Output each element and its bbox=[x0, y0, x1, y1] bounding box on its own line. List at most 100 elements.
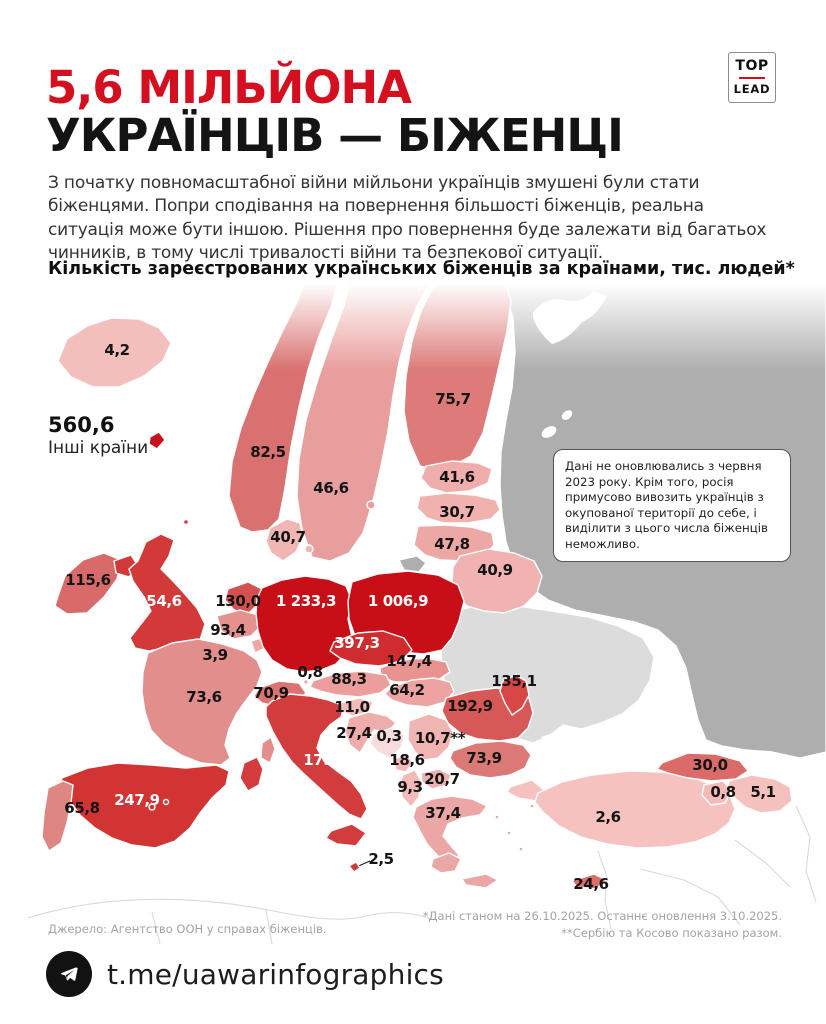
map-region-armenia bbox=[701, 780, 732, 806]
value-label-ireland: 115,6 bbox=[65, 571, 110, 589]
map-region-albania bbox=[399, 769, 422, 808]
crimea-uncolored bbox=[541, 729, 589, 753]
map-region-denmark bbox=[265, 518, 304, 562]
aegean-island bbox=[529, 803, 535, 809]
value-label-armenia: 0,8 bbox=[710, 783, 735, 801]
value-label-finland: 75,7 bbox=[435, 390, 470, 408]
other-countries-value: 560,6 bbox=[48, 413, 115, 437]
page-title-line1: 5,6 МІЛЬЙОНА bbox=[46, 61, 412, 115]
map-region-kaliningrad bbox=[398, 555, 427, 573]
map-region-estonia bbox=[420, 460, 493, 494]
lake-onega bbox=[561, 410, 573, 420]
map-region-turkey bbox=[534, 770, 736, 849]
map-region-sicily bbox=[325, 823, 367, 847]
map-region-north-macedonia bbox=[420, 768, 452, 790]
map-region-montenegro bbox=[392, 753, 414, 773]
footnote-2: **Сербію та Косово показано разом. bbox=[561, 925, 782, 940]
map-region-faroe bbox=[148, 431, 166, 450]
value-label-malta: 2,5 bbox=[368, 850, 393, 868]
footnote-1: *Дані станом на 26.10.2025. Останнє онов… bbox=[422, 909, 782, 923]
value-label-czechia: 397,3 bbox=[334, 634, 379, 652]
value-label-france: 73,6 bbox=[186, 688, 221, 706]
value-label-switzerland: 70,9 bbox=[253, 684, 288, 702]
map-region-netherlands bbox=[224, 581, 263, 614]
value-label-north_macedonia: 20,7 bbox=[424, 770, 459, 788]
telegram-plane-icon bbox=[61, 967, 78, 981]
map-region-belgium bbox=[216, 609, 262, 640]
value-label-luxembourg: 3,9 bbox=[202, 646, 227, 664]
map-region-peloponnese bbox=[430, 852, 462, 874]
map-region-germany bbox=[255, 575, 353, 673]
value-label-latvia: 30,7 bbox=[439, 503, 474, 521]
map-region-croatia bbox=[344, 711, 397, 754]
telegram-handle: t.me/uawarinfographics bbox=[107, 957, 444, 991]
value-label-portugal: 65,8 bbox=[64, 799, 99, 817]
map-region-malta bbox=[348, 861, 361, 873]
value-label-azerbaijan: 5,1 bbox=[750, 783, 775, 801]
value-label-bulgaria: 73,9 bbox=[466, 749, 501, 767]
value-label-belarus: 40,9 bbox=[477, 561, 512, 579]
data-note-box: Дані не оновлювались з червня 2023 року.… bbox=[553, 449, 791, 563]
map-region-crete bbox=[461, 873, 499, 889]
value-label-serbia: 10,7** bbox=[415, 729, 466, 747]
aegean-island bbox=[506, 830, 512, 836]
map-region-cyprus bbox=[571, 873, 607, 890]
value-label-austria: 88,3 bbox=[331, 670, 366, 688]
aegean-island bbox=[518, 846, 524, 852]
map-region-gotland bbox=[366, 500, 376, 510]
value-label-slovenia: 11,0 bbox=[334, 698, 369, 716]
map-region-greece bbox=[412, 795, 488, 864]
value-label-denmark: 40,7 bbox=[270, 528, 305, 546]
value-label-moldova: 135,1 bbox=[491, 672, 536, 690]
value-label-spain: 247,9 bbox=[114, 791, 159, 809]
map-region-ireland bbox=[54, 552, 122, 615]
value-label-albania: 9,3 bbox=[397, 778, 422, 796]
value-label-estonia: 41,6 bbox=[439, 468, 474, 486]
map-region-bosnia bbox=[369, 727, 406, 759]
value-label-croatia: 27,4 bbox=[336, 724, 371, 742]
map-region-liechtenstein bbox=[302, 678, 310, 686]
value-label-georgia: 30,0 bbox=[692, 756, 727, 774]
map-region-latvia bbox=[416, 492, 501, 524]
map-region-france bbox=[141, 638, 263, 766]
map-region-azerbaijan bbox=[726, 774, 793, 814]
map-region-moldova bbox=[499, 674, 530, 716]
map-region-portugal bbox=[41, 780, 74, 852]
iran-outline bbox=[795, 805, 817, 903]
page-title: 5,6 МІЛЬЙОНА УКРАЇНЦІВ — БІЖЕНЦІ bbox=[46, 64, 746, 159]
intro-paragraph: З початку повномасштабної війни мійльони… bbox=[48, 173, 767, 263]
chart-subtitle: Кількість зареєстрованих українських біж… bbox=[48, 259, 795, 279]
value-label-turkey: 2,6 bbox=[595, 808, 620, 826]
telegram-link[interactable]: t.me/uawarinfographics bbox=[46, 951, 444, 997]
lake-ladoga bbox=[541, 426, 557, 438]
map-region-mallorca bbox=[148, 803, 156, 811]
other-countries-label: Інші країни bbox=[48, 438, 149, 458]
map-region-menorca bbox=[162, 798, 170, 806]
value-label-germany: 1 233,3 bbox=[276, 592, 336, 610]
africa-coast-outline bbox=[27, 898, 435, 921]
levant-coast-outline bbox=[597, 850, 612, 930]
map-region-iceland bbox=[57, 317, 172, 388]
value-label-iceland: 4,2 bbox=[104, 341, 129, 359]
map-region-sardinia bbox=[239, 756, 264, 792]
footnotes: *Дані станом на 26.10.2025. Останнє онов… bbox=[423, 908, 782, 941]
page-title-line2: УКРАЇНЦІВ — БІЖЕНЦІ bbox=[46, 108, 624, 162]
value-label-italy: 175,1 bbox=[303, 751, 348, 769]
value-label-bosnia: 0,3 bbox=[376, 727, 401, 745]
value-label-norway: 82,5 bbox=[250, 443, 285, 461]
map-region-corsica bbox=[260, 736, 276, 764]
toplead-logo-divider bbox=[739, 77, 765, 79]
middle-east-outline bbox=[639, 839, 791, 926]
map-value-labels: 4,2 82,5 46,6 75,7 41,6 30,7 47,8 40,7 40,9 115,6… bbox=[64, 341, 776, 893]
map-top-fade bbox=[190, 283, 826, 370]
map-region-austria bbox=[309, 670, 392, 698]
value-label-lithuania: 47,8 bbox=[434, 535, 469, 553]
toplead-logo: TOP LEAD bbox=[728, 52, 776, 103]
toplead-logo-top: TOP bbox=[735, 58, 769, 74]
value-label-uk: 254,6 bbox=[136, 592, 181, 610]
value-label-hungary: 64,2 bbox=[389, 681, 424, 699]
value-label-liechtenstein: 0,8 bbox=[297, 663, 322, 681]
value-label-sweden: 46,6 bbox=[313, 479, 348, 497]
